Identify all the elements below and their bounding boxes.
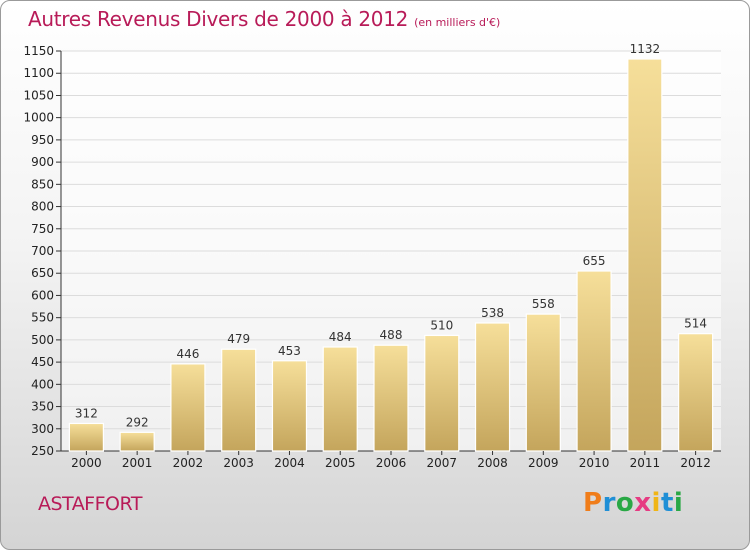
x-tick-label: 2011: [630, 456, 661, 470]
bar: [68, 422, 104, 452]
y-tick-label: 250: [31, 444, 54, 458]
y-tick-label: 550: [31, 311, 54, 325]
y-tick-label: 400: [31, 377, 54, 391]
proxiti-logo: Proxiti: [583, 488, 683, 518]
bar: [627, 58, 663, 452]
data-label: 312: [75, 406, 98, 420]
logo-letter: i: [651, 488, 661, 518]
y-tick-label: 650: [31, 266, 54, 280]
x-tick-label: 2001: [122, 456, 153, 470]
x-tick-label: 2010: [579, 456, 610, 470]
logo-letter: r: [602, 488, 616, 518]
y-tick-label: 800: [31, 200, 54, 214]
data-label: 514: [684, 317, 707, 331]
bar: [322, 346, 358, 452]
y-tick-label: 750: [31, 222, 54, 236]
y-tick-label: 1050: [23, 88, 54, 102]
x-tick-label: 2005: [325, 456, 356, 470]
bar: [525, 313, 561, 452]
bar: [271, 360, 308, 452]
x-tick-label: 2009: [528, 456, 559, 470]
x-tick-label: 2008: [477, 456, 508, 470]
x-tick-label: 2007: [426, 456, 457, 470]
logo-letter: i: [673, 488, 684, 518]
bar: [170, 363, 206, 452]
data-label: 446: [176, 347, 199, 361]
y-tick-label: 500: [31, 333, 54, 347]
chart-title-text: Autres Revenus Divers de 2000 à 2012: [28, 7, 409, 31]
y-tick-label: 350: [31, 400, 54, 414]
bar: [221, 348, 257, 452]
x-tick-label: 2006: [376, 456, 407, 470]
y-tick-label: 700: [31, 244, 54, 258]
x-tick-label: 2000: [71, 456, 102, 470]
data-label: 655: [583, 254, 606, 268]
x-tick-label: 2004: [274, 456, 305, 470]
data-label: 510: [430, 318, 453, 332]
y-tick-label: 1150: [23, 44, 54, 58]
data-label: 488: [380, 328, 403, 342]
y-tick-label: 850: [31, 177, 54, 191]
y-tick-label: 450: [31, 355, 54, 369]
data-label: 292: [126, 415, 149, 429]
x-tick-label: 2002: [173, 456, 204, 470]
bar: [678, 333, 714, 452]
bar: [474, 322, 511, 452]
data-label: 484: [329, 330, 352, 344]
y-tick-label: 1000: [23, 111, 54, 125]
logo-letter: x: [634, 488, 652, 518]
y-tick-label: 900: [31, 155, 54, 169]
chart-title: Autres Revenus Divers de 2000 à 2012 (en …: [28, 7, 500, 31]
data-label: 538: [481, 306, 504, 320]
bar: [424, 334, 460, 452]
data-label: 558: [532, 297, 555, 311]
logo-letter: P: [583, 488, 603, 518]
data-label: 453: [278, 344, 301, 358]
y-tick-label: 300: [31, 422, 54, 436]
data-label: 479: [227, 332, 250, 346]
bar: [119, 431, 155, 452]
y-tick-label: 950: [31, 133, 54, 147]
logo-letter: o: [615, 488, 635, 518]
chart-unit: (en milliers d'€): [414, 16, 501, 29]
bar: [576, 270, 612, 452]
y-tick-label: 600: [31, 288, 54, 302]
y-tick-label: 1100: [23, 66, 54, 80]
x-tick-label: 2003: [223, 456, 254, 470]
data-label: 1132: [630, 42, 661, 56]
logo-letter: t: [660, 488, 674, 518]
bar: [373, 344, 409, 452]
town-name: ASTAFFORT: [38, 493, 142, 515]
x-tick-label: 2012: [680, 456, 711, 470]
